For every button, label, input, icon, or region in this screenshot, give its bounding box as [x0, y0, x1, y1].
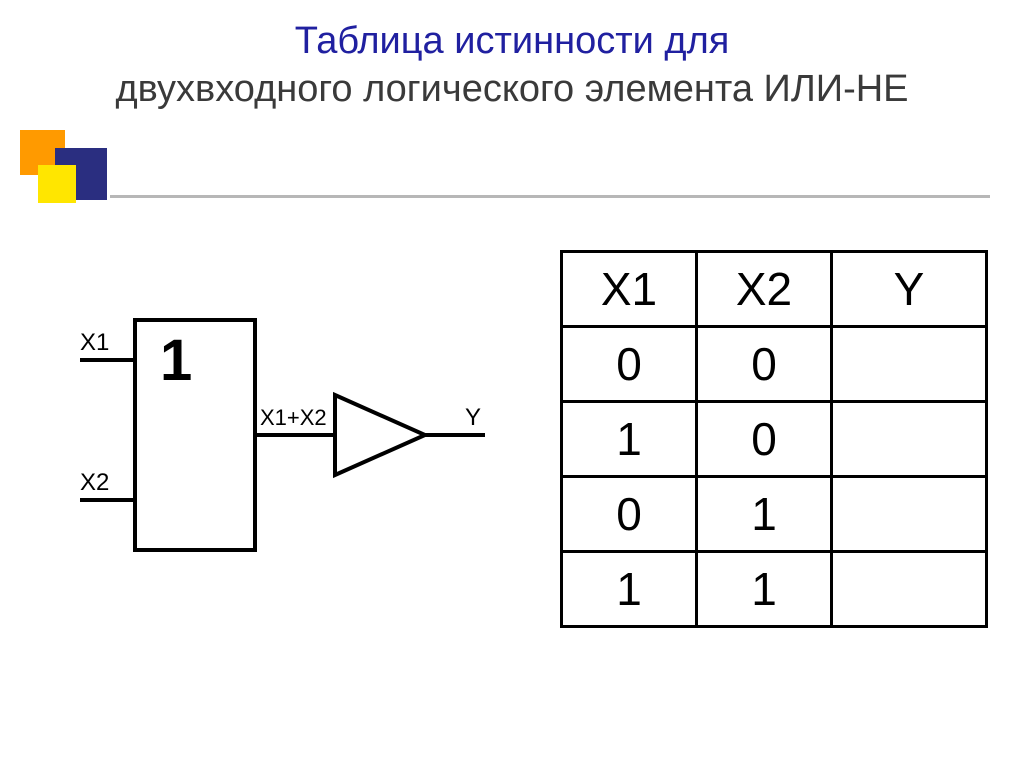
table-header-row: X1 X2 Y — [562, 252, 987, 327]
y-output-label: Y — [465, 404, 481, 431]
bullet-decoration-icon — [20, 130, 140, 220]
table-row: 0 0 — [562, 327, 987, 402]
col-x2: X2 — [697, 252, 832, 327]
truth-table: X1 X2 Y 0 0 1 0 0 1 1 1 — [560, 250, 988, 628]
x2-input-label: X2 — [80, 469, 109, 496]
x1-input-label: X1 — [80, 329, 109, 356]
table-row: 1 0 — [562, 402, 987, 477]
title-line2: двухвходного логического элемента ИЛИ-НЕ — [115, 68, 908, 110]
table-row: 0 1 — [562, 477, 987, 552]
col-x1: X1 — [562, 252, 697, 327]
title-line1: Таблица истинности для — [295, 20, 730, 62]
table-row: 1 1 — [562, 552, 987, 627]
logic-gate-diagram: 1 X1 X2 X1+X2 Y — [70, 300, 500, 600]
col-y: Y — [832, 252, 987, 327]
gate-symbol-label: 1 — [160, 328, 192, 393]
slide-title: Таблица истинности для двухвходного логи… — [0, 0, 1024, 113]
intermediate-label: X1+X2 — [260, 405, 327, 430]
title-divider — [110, 195, 990, 198]
